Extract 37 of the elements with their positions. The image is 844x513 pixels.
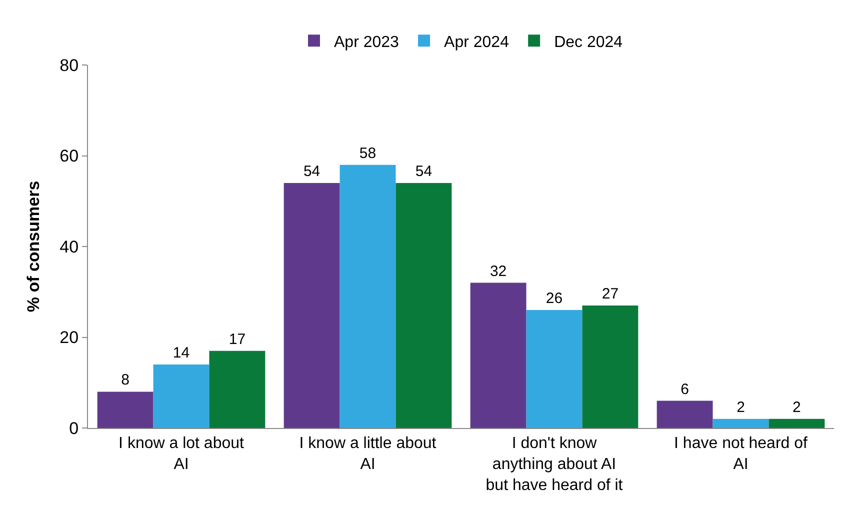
data-label: 54: [415, 162, 432, 180]
data-label: 14: [172, 344, 190, 362]
bar: [582, 305, 638, 428]
data-label: 2: [792, 398, 801, 416]
data-label: 58: [359, 144, 376, 162]
data-label: 27: [602, 285, 619, 302]
x-tick-label: I know a little about AI: [299, 435, 437, 473]
bar: [153, 364, 210, 428]
data-label: 26: [546, 290, 563, 308]
legend-label: Apr 2024: [444, 34, 510, 51]
data-label: 32: [490, 262, 507, 280]
bar: [209, 350, 266, 428]
bar: [97, 392, 154, 428]
bar: [768, 418, 825, 428]
bar: [656, 400, 713, 428]
data-label: 6: [680, 380, 689, 398]
legend-label: Dec 2024: [554, 34, 623, 51]
bar: [526, 310, 582, 428]
data-label: 17: [228, 330, 246, 348]
data-label: 8: [121, 372, 130, 389]
data-label: 54: [303, 162, 320, 180]
y-tick-label: 20: [60, 328, 79, 348]
x-tick-label: I know a lot about AI: [118, 435, 245, 473]
y-tick-label: 0: [69, 418, 79, 438]
x-tick-label: I don't know anything about AI but have heard of it: [486, 435, 624, 494]
y-tick-label: 60: [60, 146, 79, 166]
x-tick-label: I have not heard of AI: [674, 435, 808, 473]
bar: [340, 164, 396, 428]
data-label: 2: [736, 398, 745, 416]
legend-label: Apr 2023: [334, 34, 400, 51]
y-axis-title: % of consumers: [24, 180, 44, 312]
bar: [396, 182, 452, 428]
bar: [284, 182, 340, 428]
bar: [470, 282, 526, 428]
y-tick-label: 80: [60, 56, 79, 75]
bar: [712, 418, 769, 428]
y-tick-label: 40: [60, 237, 79, 256]
